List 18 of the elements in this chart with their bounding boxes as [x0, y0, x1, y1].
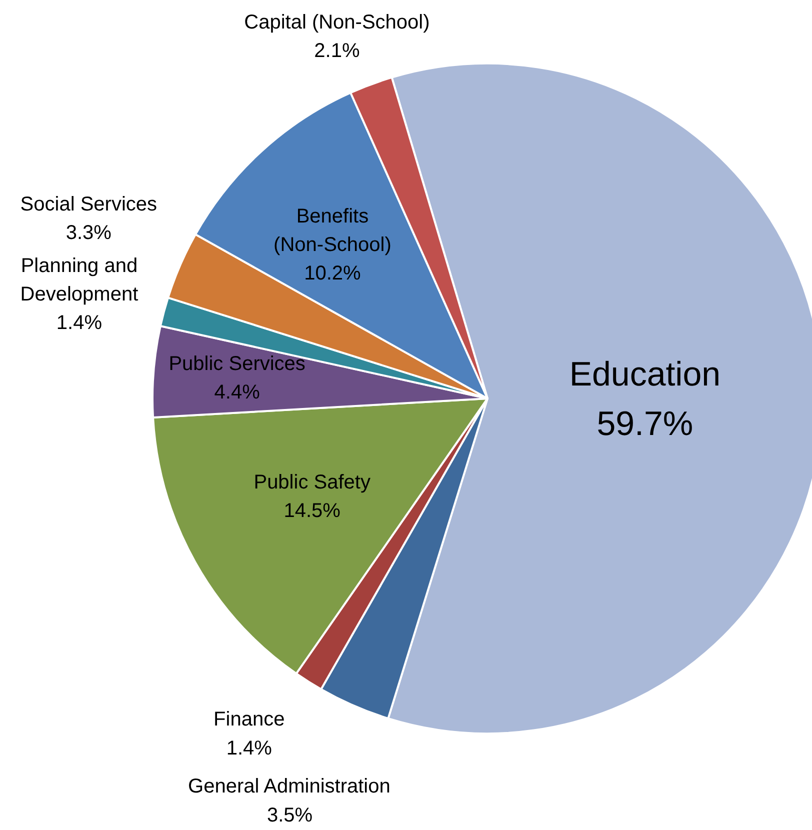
- slice-label: Capital (Non-School): [244, 11, 430, 34]
- slice-label: Public Safety: [254, 471, 370, 494]
- slice-label: General Administration: [188, 776, 390, 798]
- slice-label: Public Services: [168, 352, 306, 375]
- slice-label: Finance: [214, 708, 285, 731]
- slice-label: Social Services: [20, 193, 158, 216]
- data-label: 1.4%: [226, 737, 272, 760]
- data-label: 10.2%: [304, 262, 362, 285]
- data-label: 59.7%: [596, 405, 694, 444]
- data-label: 14.5%: [284, 500, 341, 522]
- data-label: 1.4%: [56, 312, 102, 334]
- slice-label: Education: [569, 356, 721, 394]
- slice-label: Planning and Development: [20, 254, 139, 306]
- data-label: 2.1%: [314, 40, 360, 62]
- slice-label: Benefits (Non-School): [274, 206, 392, 256]
- data-label: 3.5%: [266, 804, 313, 826]
- data-label: 3.3%: [66, 222, 112, 244]
- data-label: 4.4%: [214, 382, 260, 404]
